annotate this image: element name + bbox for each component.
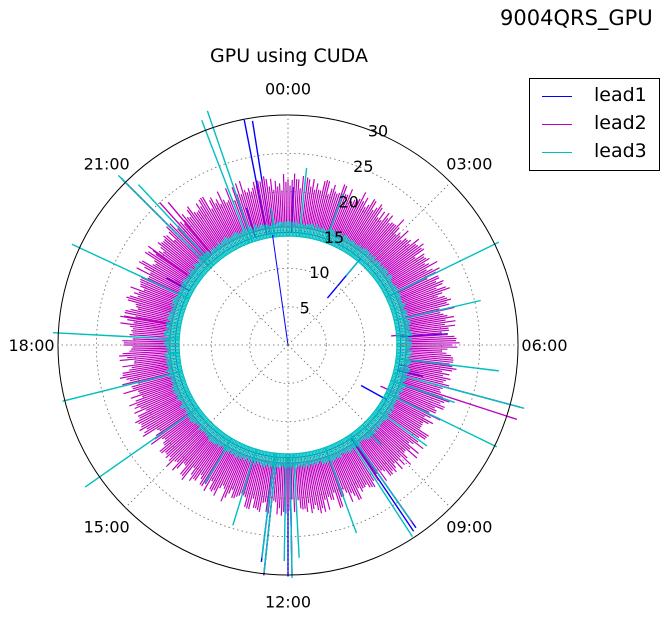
angular-tick-3: 09:00 xyxy=(446,517,492,536)
figure-title: 9004QRS_GPU xyxy=(500,6,653,30)
legend-label-lead3: lead3 xyxy=(594,140,647,162)
grid-circle-5 xyxy=(249,306,327,384)
spike-lead3-6 xyxy=(392,372,525,409)
legend-label-lead2: lead2 xyxy=(594,112,647,134)
spike-lead3-15 xyxy=(289,453,293,579)
legend-item-lead2: lead2 xyxy=(530,110,659,138)
spike-lead3-30 xyxy=(270,207,276,238)
spike-lead3-7 xyxy=(390,379,455,404)
spike-lead3-2 xyxy=(345,261,359,277)
angular-tick-0: 00:00 xyxy=(265,80,311,99)
spike-lead3-18 xyxy=(261,452,276,559)
spike-lead3-3 xyxy=(385,241,500,298)
legend: lead1 lead2 lead3 xyxy=(529,78,660,171)
radial-tick-10: 10 xyxy=(309,263,329,282)
radial-tick-5: 5 xyxy=(300,299,310,318)
spike-lead3-8 xyxy=(385,392,498,448)
angular-tick-1: 03:00 xyxy=(446,155,492,174)
spike-lead3-23 xyxy=(167,351,180,355)
spike-lead3-11 xyxy=(349,433,412,521)
radial-tick-25: 25 xyxy=(353,157,373,176)
spike-lead3-21 xyxy=(84,406,200,488)
spike-lead2-11 xyxy=(159,202,210,258)
spike-lead3-28 xyxy=(201,120,250,244)
spike-lead3-10 xyxy=(361,424,382,446)
spike-lead3-13 xyxy=(324,447,358,534)
spike-lead3-24 xyxy=(52,331,180,341)
spike-lead3-25 xyxy=(71,243,190,300)
legend-item-lead3: lead3 xyxy=(530,138,659,166)
angular-tick-5: 15:00 xyxy=(84,517,130,536)
angular-tick-6: 18:00 xyxy=(8,336,54,355)
spike-lead3-26 xyxy=(117,174,212,269)
angular-tick-2: 06:00 xyxy=(521,336,567,355)
spike-lead1-center xyxy=(272,234,289,346)
spike-lead3-1 xyxy=(324,193,344,243)
legend-item-lead1: lead1 xyxy=(530,82,659,110)
spike-lead2-2 xyxy=(400,380,518,421)
spike-lead3-22 xyxy=(62,370,183,402)
spike-lead2-12 xyxy=(167,201,213,256)
legend-swatch-lead2 xyxy=(542,124,572,125)
spike-lead2-8 xyxy=(124,315,172,326)
spike-lead3-27 xyxy=(137,184,215,266)
spike-lead3-20 xyxy=(204,437,233,484)
spike-lead3-5 xyxy=(395,357,499,372)
spike-lead3-19 xyxy=(232,448,257,526)
radial-tick-30: 30 xyxy=(368,122,388,141)
grid-circle-25 xyxy=(95,152,481,538)
spike-lead3-0 xyxy=(298,168,308,237)
grid-circle-15 xyxy=(172,229,404,461)
spike-lead3-17 xyxy=(263,453,278,574)
angular-tick-4: 12:00 xyxy=(265,592,311,611)
radial-tick-15: 15 xyxy=(324,228,344,247)
legend-label-lead1: lead1 xyxy=(594,84,647,106)
angular-tick-7: 21:00 xyxy=(84,155,130,174)
spike-lead2-10 xyxy=(152,249,192,278)
spike-lead3-29 xyxy=(206,110,254,243)
grid-layer xyxy=(57,114,519,576)
ticks-layer: 00:00 03:00 06:00 09:00 12:00 15:00 18:00 21:00… xyxy=(8,80,567,612)
legend-swatch-lead3 xyxy=(542,152,572,153)
spike-lead1-6 xyxy=(360,384,387,401)
legend-swatch-lead1 xyxy=(542,96,572,97)
chart-title: GPU using CUDA xyxy=(210,45,368,67)
spike-lead3-9 xyxy=(375,408,428,447)
spike-lead3-14 xyxy=(292,453,300,558)
radial-tick-20: 20 xyxy=(338,192,358,211)
spike-lead3-16 xyxy=(283,453,287,562)
spike-lead3-12 xyxy=(346,435,414,537)
